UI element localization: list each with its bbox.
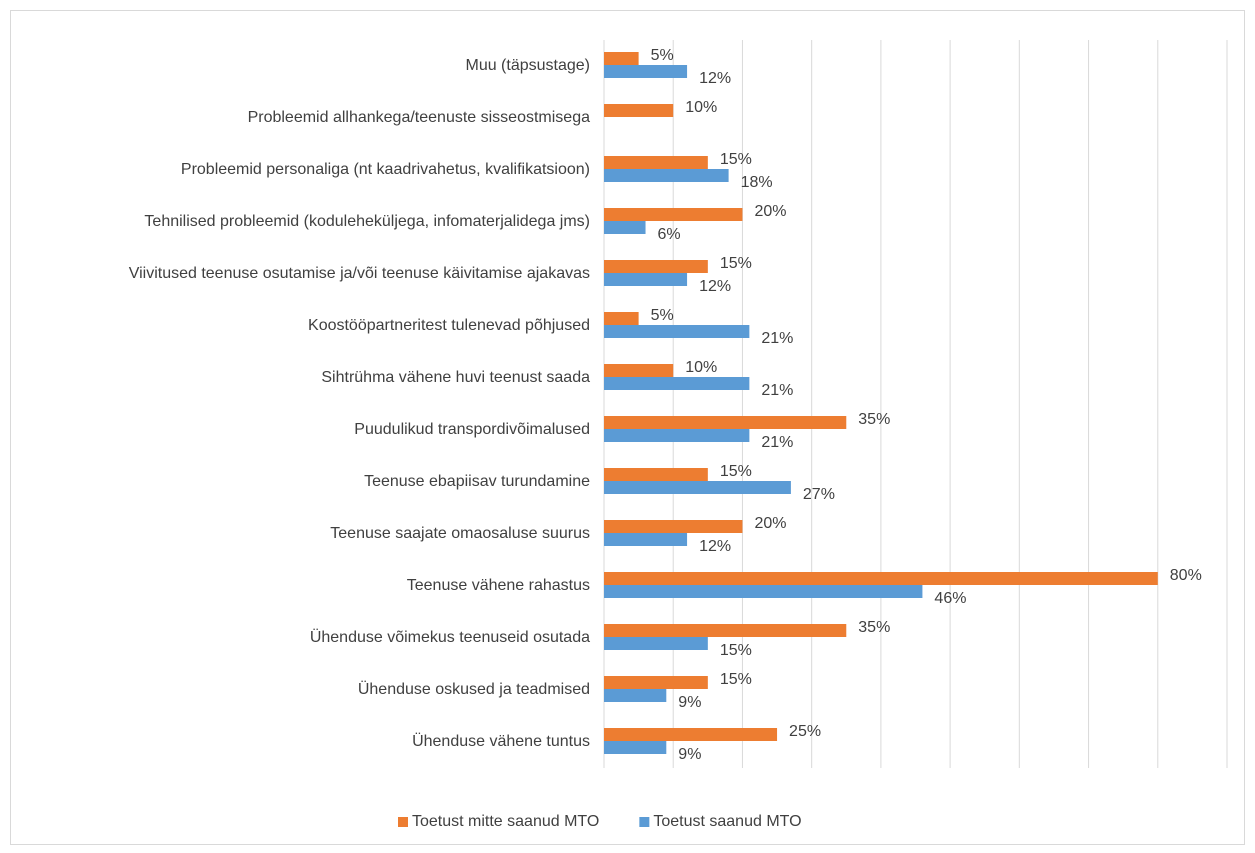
data-label: 9% (678, 694, 701, 711)
bar (604, 312, 639, 325)
bar (604, 364, 674, 377)
data-label: 20% (754, 515, 786, 532)
bar (604, 585, 923, 598)
data-label: 27% (803, 486, 835, 503)
bar (604, 468, 708, 481)
data-label: 12% (699, 70, 731, 87)
data-label: 9% (678, 746, 701, 763)
data-label: 10% (685, 99, 717, 116)
data-label: 5% (651, 307, 674, 324)
data-label: 15% (720, 151, 752, 168)
bar (604, 676, 708, 689)
data-label: 35% (858, 619, 890, 636)
bar (604, 273, 688, 286)
category-label: Koostööpartneritest tulenevad põhjused (308, 317, 590, 334)
category-label: Teenuse ebapiisav turundamine (364, 473, 590, 490)
bar (604, 104, 674, 117)
data-label: 12% (699, 278, 731, 295)
legend-label: Toetust mitte saanud MTO (412, 813, 599, 830)
data-label: 21% (761, 382, 793, 399)
data-label: 35% (858, 411, 890, 428)
bar (604, 260, 708, 273)
bar (604, 481, 791, 494)
category-label: Ühenduse vähene tuntus (412, 732, 590, 750)
bar (604, 624, 847, 637)
data-label: 15% (720, 671, 752, 688)
category-label: Muu (täpsustage) (465, 57, 590, 74)
data-label: 15% (720, 463, 752, 480)
category-label: Ühenduse oskused ja teadmised (358, 680, 590, 698)
data-label: 21% (761, 330, 793, 347)
data-label: 5% (651, 47, 674, 64)
category-label: Puudulikud transpordivõimalused (354, 421, 590, 438)
category-label: Probleemid personaliga (nt kaadrivahetus… (181, 161, 590, 178)
category-label: Ühenduse võimekus teenuseid osutada (310, 628, 590, 646)
bar (604, 52, 639, 65)
legend-swatch (398, 817, 408, 827)
data-label: 46% (934, 590, 966, 607)
bar (604, 156, 708, 169)
bar (604, 416, 847, 429)
bar (604, 65, 688, 78)
category-label: Sihtrühma vähene huvi teenust saada (321, 369, 590, 386)
legend-swatch (639, 817, 650, 827)
data-label: 21% (761, 434, 793, 451)
legend-label: Toetust saanud MTO (653, 813, 801, 830)
bar (604, 533, 688, 546)
bar (604, 637, 708, 650)
data-label: 6% (658, 226, 681, 243)
data-label: 25% (789, 723, 821, 740)
bar (604, 741, 667, 754)
category-label: Teenuse vähene rahastus (407, 577, 590, 594)
bar (604, 377, 750, 390)
data-label: 80% (1170, 567, 1202, 584)
category-label: Probleemid allhankega/teenuste sisseostm… (248, 109, 591, 126)
data-label: 10% (685, 359, 717, 376)
category-label: Teenuse saajate omaosaluse suurus (330, 525, 590, 542)
data-label: 12% (699, 538, 731, 555)
bar (604, 169, 729, 182)
category-label: Tehnilised probleemid (koduleheküljega, … (144, 213, 590, 230)
bar (604, 208, 743, 221)
category-label: Viivitused teenuse osutamise ja/või teen… (129, 265, 590, 282)
data-label: 15% (720, 255, 752, 272)
bar (604, 429, 750, 442)
bar (604, 520, 743, 533)
data-label: 20% (754, 203, 786, 220)
bar (604, 325, 750, 338)
bar (604, 572, 1158, 585)
bar (604, 689, 667, 702)
bar (604, 221, 646, 234)
data-label: 15% (720, 642, 752, 659)
bar (604, 728, 778, 741)
data-label: 18% (741, 174, 773, 191)
